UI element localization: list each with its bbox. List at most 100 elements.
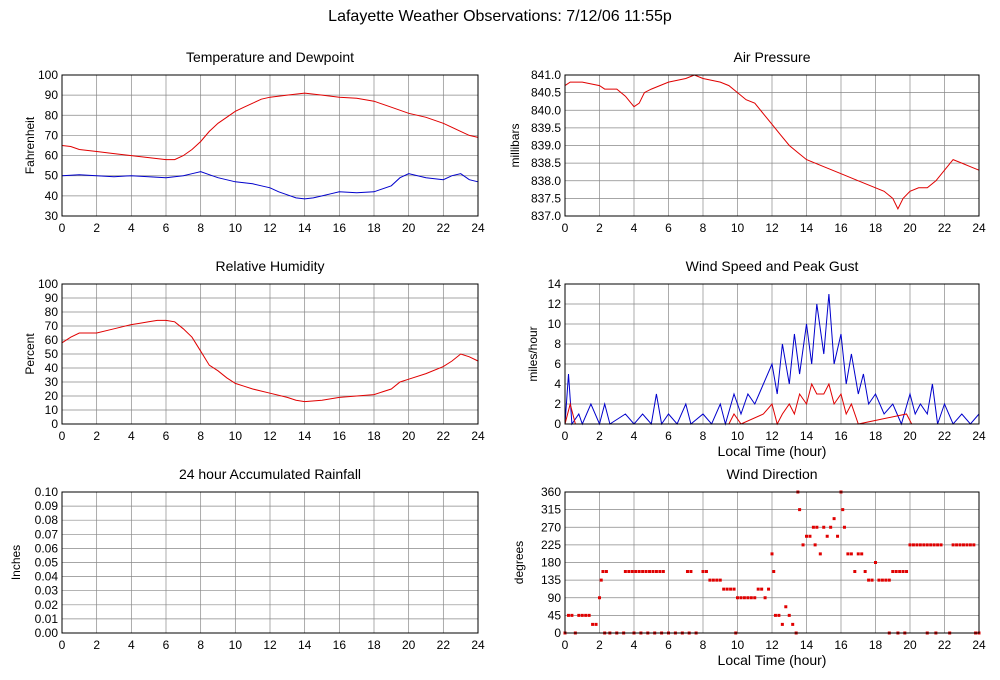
y-tick-label: 0 (51, 417, 58, 431)
y-tick-label: 0.01 (35, 612, 59, 626)
chart-title: Air Pressure (733, 49, 810, 65)
data-point (760, 587, 764, 591)
data-point (870, 578, 874, 582)
x-tick-label: 4 (128, 638, 135, 652)
x-tick-label: 6 (665, 221, 672, 235)
humidity-chart: Relative Humidity01020304050607080901000… (23, 258, 485, 443)
x-axis-label: Local Time (hour) (718, 443, 827, 459)
y-tick-label: 838.5 (531, 156, 561, 170)
plot-frame (564, 283, 980, 425)
data-point (808, 534, 812, 538)
y-tick-label: 0.10 (35, 485, 59, 499)
x-tick-label: 22 (938, 221, 952, 235)
data-point (915, 543, 919, 547)
series-line (564, 382, 979, 426)
x-tick-label: 20 (903, 221, 917, 235)
y-tick-label: 70 (45, 128, 59, 142)
data-point (911, 543, 915, 547)
x-tick-label: 8 (700, 638, 707, 652)
data-point (822, 525, 826, 529)
y-tick-label: 6 (554, 357, 561, 371)
x-tick-label: 16 (333, 638, 347, 652)
y-tick-label: 40 (45, 189, 59, 203)
x-tick-label: 0 (562, 638, 569, 652)
x-tick-label: 14 (298, 429, 312, 443)
x-tick-label: 2 (596, 221, 603, 235)
y-axis-label: Percent (23, 333, 37, 375)
data-point (749, 596, 753, 600)
series-line (564, 74, 980, 211)
chart-title: Relative Humidity (216, 258, 325, 274)
plot-frame (564, 491, 980, 634)
data-point (627, 570, 631, 574)
data-point (829, 525, 833, 529)
x-tick-label: 14 (800, 429, 814, 443)
data-point (601, 570, 605, 574)
x-tick-label: 24 (471, 638, 485, 652)
y-tick-label: 70 (45, 319, 59, 333)
data-point (623, 570, 627, 574)
y-tick-label: 30 (45, 209, 59, 223)
data-point (763, 596, 767, 600)
y-tick-label: 0.06 (35, 541, 59, 555)
y-tick-label: 840.5 (531, 86, 561, 100)
data-point (867, 578, 871, 582)
y-tick-label: 45 (548, 608, 562, 622)
data-point (739, 596, 743, 600)
y-tick-label: 100 (38, 68, 58, 82)
x-tick-label: 0 (562, 429, 569, 443)
x-tick-label: 6 (665, 638, 672, 652)
chart-title: Wind Direction (726, 466, 817, 482)
data-point (566, 613, 570, 617)
data-point (880, 578, 884, 582)
y-tick-label: 180 (541, 556, 561, 570)
data-point (901, 570, 905, 574)
data-point (580, 613, 584, 617)
y-tick-label: 90 (45, 291, 59, 305)
y-tick-label: 2 (554, 397, 561, 411)
data-point (815, 525, 819, 529)
x-tick-label: 8 (700, 221, 707, 235)
x-axis-label: Local Time (hour) (718, 652, 827, 668)
x-tick-label: 4 (631, 221, 638, 235)
x-tick-label: 12 (263, 429, 277, 443)
data-point (753, 596, 757, 600)
data-point (594, 622, 598, 626)
x-tick-label: 0 (59, 638, 66, 652)
data-point (591, 622, 595, 626)
y-tick-label: 20 (45, 389, 59, 403)
y-tick-label: 360 (541, 485, 561, 499)
data-point (704, 570, 708, 574)
y-tick-label: 225 (541, 538, 561, 552)
y-tick-label: 837.5 (531, 191, 561, 205)
y-tick-label: 0.05 (35, 556, 59, 570)
x-tick-label: 16 (333, 221, 347, 235)
x-tick-label: 2 (93, 638, 100, 652)
data-point (701, 570, 705, 574)
x-tick-label: 24 (471, 221, 485, 235)
x-tick-label: 8 (197, 221, 204, 235)
data-point (842, 525, 846, 529)
data-point (630, 570, 634, 574)
chart-title: Wind Speed and Peak Gust (686, 258, 859, 274)
x-tick-label: 14 (298, 638, 312, 652)
x-tick-label: 6 (665, 429, 672, 443)
data-point (825, 534, 829, 538)
data-point (836, 534, 840, 538)
x-tick-label: 22 (437, 638, 451, 652)
y-axis-label: Inches (9, 545, 23, 580)
x-tick-label: 22 (938, 638, 952, 652)
data-point (780, 622, 784, 626)
data-point (958, 543, 962, 547)
data-point (908, 543, 912, 547)
data-point (951, 543, 955, 547)
data-point (853, 570, 857, 574)
y-tick-label: 0.02 (35, 598, 59, 612)
data-point (965, 543, 969, 547)
x-tick-label: 6 (163, 221, 170, 235)
data-point (891, 570, 895, 574)
x-tick-label: 16 (834, 221, 848, 235)
y-tick-label: 80 (45, 305, 59, 319)
y-tick-label: 90 (45, 88, 59, 102)
